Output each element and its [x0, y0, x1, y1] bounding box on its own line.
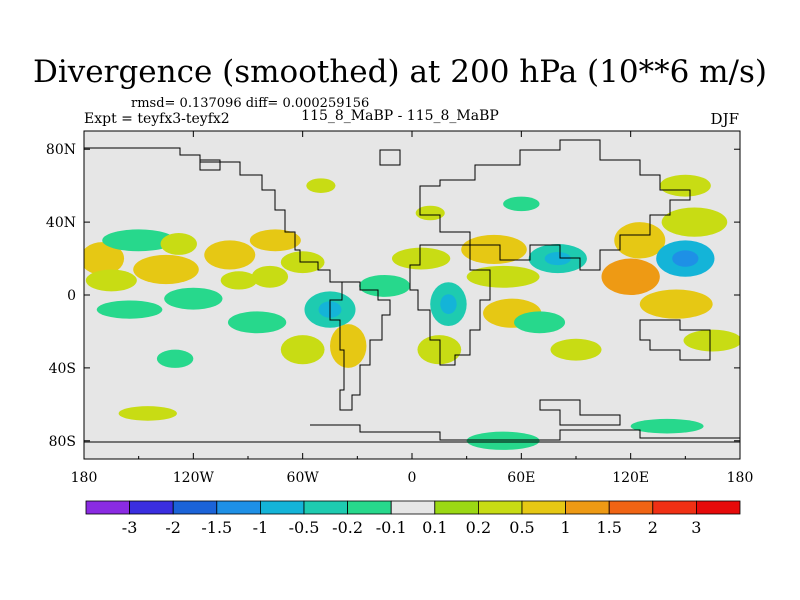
field-blob	[466, 265, 540, 288]
lon-tick-label: 120E	[612, 470, 649, 486]
lon-tick-label: 60E	[507, 470, 535, 486]
field-blob	[164, 287, 223, 310]
field-blob	[550, 338, 602, 361]
field-blob	[514, 311, 566, 334]
colorbar-label: -3	[122, 518, 138, 537]
colorbar-label: -0.2	[332, 518, 363, 537]
field-blob	[118, 406, 177, 421]
latitude-tick-labels: 80N 40N 0 40S 80S	[46, 142, 76, 450]
field-blob	[659, 174, 711, 197]
colorbar-label: -0.1	[376, 518, 407, 537]
axis-ticks	[83, 131, 741, 459]
coastlines	[84, 139, 740, 443]
field-blob-core	[479, 242, 509, 257]
colorbar-swatch	[696, 500, 741, 515]
field-blob	[227, 311, 287, 334]
runs-label: 115_8_MaBP - 115_8_MaBP	[301, 108, 499, 124]
field-blob	[503, 196, 540, 212]
colorbar-swatch	[608, 500, 654, 515]
colorbar-label: -2	[165, 518, 181, 537]
colorbar-label: 2	[648, 518, 658, 537]
field-blob	[359, 274, 411, 297]
colorbar-swatch	[259, 500, 305, 515]
colorbar-label: 1.5	[596, 518, 621, 537]
field-blob	[156, 349, 194, 368]
field-blob	[683, 329, 740, 352]
field-blob	[466, 431, 540, 450]
lat-tick-label: 80N	[46, 142, 76, 158]
colorbar-swatch	[652, 500, 697, 515]
colorbar-swatch	[216, 500, 261, 515]
colorbar: -3 -2 -1.5 -1 -0.5 -0.2 -0.1 0.1 0.2 0.5 1 1.5 2 3	[85, 500, 741, 537]
lon-tick-label: 0	[408, 470, 417, 486]
colorbar-swatch	[347, 500, 392, 515]
colorbar-swatch	[521, 500, 566, 515]
divergence-field	[84, 174, 740, 450]
field-blob-core	[340, 336, 357, 356]
lat-tick-label: 40N	[46, 215, 76, 231]
field-blob-core	[440, 294, 457, 314]
field-blob	[85, 269, 137, 292]
colorbar-swatch	[303, 500, 348, 515]
lat-tick-label: 0	[67, 288, 76, 304]
field-blob-core	[92, 251, 113, 266]
colorbar-swatch	[434, 500, 479, 515]
stats-text: rmsd= 0.137096 diff= 0.000259156	[131, 96, 370, 111]
lon-tick-label: 180	[727, 470, 754, 486]
field-blob	[251, 265, 289, 288]
colorbar-label: 1	[561, 518, 571, 537]
lon-tick-label: 60W	[287, 470, 320, 486]
plot-title: Divergence (smoothed) at 200 hPa (10**6 …	[33, 54, 767, 90]
colorbar-label: -0.5	[289, 518, 320, 537]
field-blob	[661, 207, 728, 237]
field-blob	[415, 205, 445, 221]
colorbar-label: 0.5	[509, 518, 534, 537]
lat-tick-label: 80S	[49, 434, 76, 450]
field-blob-core	[659, 297, 693, 311]
field-blob	[96, 300, 163, 319]
field-blob	[306, 178, 336, 193]
field-blob	[220, 271, 258, 290]
colorbar-label: 3	[691, 518, 701, 537]
field-blob-core	[544, 251, 571, 266]
field-blob	[630, 418, 704, 434]
colorbar-label: 0.2	[466, 518, 491, 537]
colorbar-swatch	[565, 500, 610, 515]
season-label: DJF	[710, 110, 739, 128]
colorbar-label: 0.1	[422, 518, 447, 537]
colorbar-swatch	[129, 500, 174, 515]
colorbar-swatch	[172, 500, 218, 515]
field-blob-core	[263, 235, 287, 246]
colorbar-swatch	[85, 500, 130, 515]
field-blob	[160, 233, 197, 255]
colorbar-label: -1	[253, 518, 269, 537]
field-blob	[102, 229, 176, 252]
colorbar-swatch	[477, 500, 523, 515]
field-blob	[280, 335, 325, 365]
lat-tick-label: 40S	[49, 361, 76, 377]
field-blob-core	[672, 250, 699, 267]
field-blob	[417, 335, 462, 365]
field-blob-core	[617, 268, 644, 285]
lon-tick-label: 120W	[173, 470, 215, 486]
field-blob	[391, 247, 451, 270]
field-blob-core	[151, 262, 181, 277]
longitude-tick-labels: 180 120W 60W 0 60E 120E 180	[71, 470, 754, 486]
colorbar-swatch	[390, 500, 436, 515]
field-blob-core	[628, 232, 652, 249]
field-blob-core	[218, 248, 242, 262]
lon-tick-label: 180	[71, 470, 98, 486]
experiment-label: Expt = teyfx3-teyfx2	[84, 111, 230, 127]
colorbar-label: -1.5	[201, 518, 232, 537]
